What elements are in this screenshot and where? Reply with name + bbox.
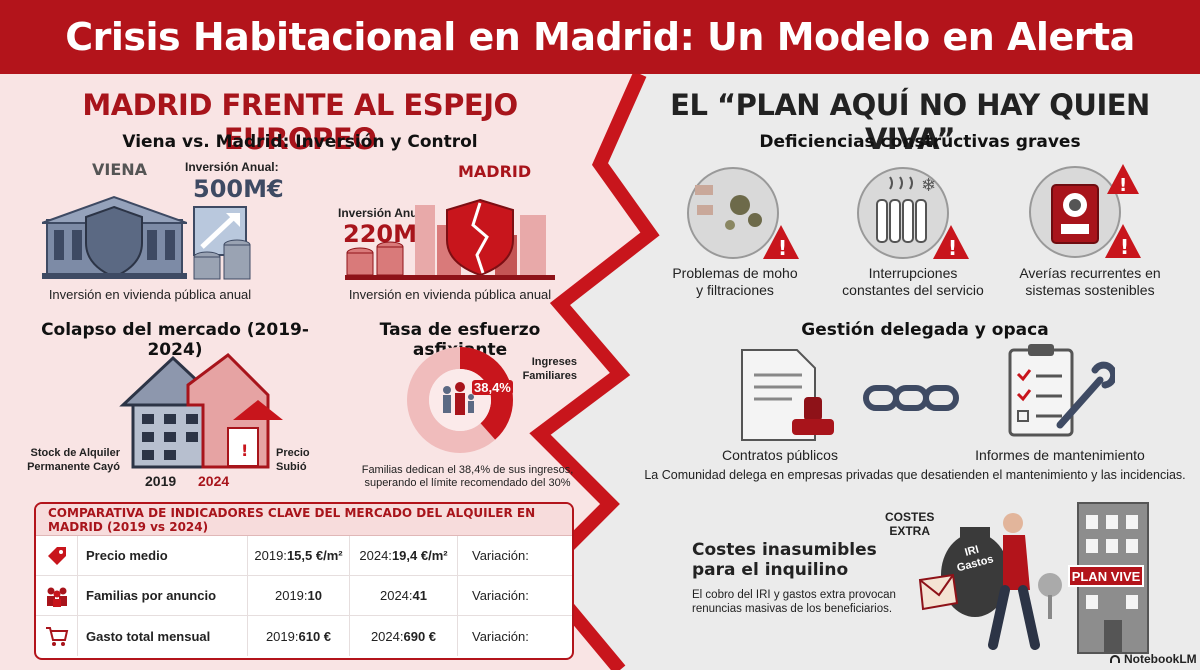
collapse-heading: Colapso del mercado (2019-2024) [41,320,309,360]
table-title: COMPARATIVA DE INDICADORES CLAVE DEL MER… [36,504,572,536]
ring-label: Ingreses Familiares [522,356,577,382]
variation-label: Variación: [472,628,529,644]
value-2019: 2019: 610 € [248,616,350,656]
value-2024: 2024: 690 € [350,616,458,656]
costs-text: El cobro del IRI y gastos extra provocan… [692,589,896,615]
reports-label: Informes de mantenimiento [975,447,1145,463]
svg-text:!: ! [241,441,248,460]
svg-text:!: ! [948,236,957,260]
row-label: Gasto total mensual [78,616,248,656]
page-title: Crisis Habitacional en Madrid: Un Modelo… [65,15,1135,59]
deficiency-caption-systems: Averías recurrentes en sistemas sostenibl… [1019,265,1161,298]
vienna-caption: Inversión en vivienda pública anual [48,287,252,302]
plan-vive-sign: PLAN VIVE [1068,565,1144,587]
effort-percent: 38,4% [472,380,513,395]
table-row: Familias por anuncio 2019: 10 2024: 41 V… [36,576,572,616]
families-icon [36,576,78,615]
tree-icon [1038,573,1062,619]
burdened-tenant-icon [918,513,1040,650]
family-icon [443,382,474,415]
contracts-label: Contratos públicos [722,447,838,463]
maintenance-report-icon [1008,344,1115,437]
variation-label: Variación: [472,588,529,603]
cart-icon [36,616,78,656]
madrid-label: MADRID [458,162,532,181]
value-2024: 2024: 19,4 €/m² [350,536,458,575]
ring-effort-arc [407,347,513,453]
costs-heading: Costes inasumibles para el inquilino [692,540,877,580]
boiler-icon: ! ! [1029,164,1141,259]
vienna-investment-label: Inversión Anual: [185,160,279,174]
madrid-investment-label: Inversión Anual: [338,206,432,220]
madrid-skyline-icon [345,198,555,280]
costs-tag: COSTES EXTRA [885,510,935,538]
mold-icon: ! [687,167,799,260]
value-2019: 2019: 15,5 €/m² [248,536,350,575]
notebooklm-logo-icon [1110,655,1120,663]
deficiency-caption-mold: Problemas de moho y filtraciones [672,265,798,298]
radiator-icon: ❄ ! [857,167,969,260]
year-2024: 2024 [198,473,230,489]
vienna-building-icon [42,195,187,279]
variation-label: Variación: [472,548,529,563]
left-section-title: MADRID FRENTE AL ESPEJO EUROPEO [82,88,518,156]
right-section-title: EL “PLAN AQUÍ NO HAY QUIEN VIVA” [670,88,1150,156]
svg-text:❄: ❄ [921,175,936,196]
svg-text:!: ! [778,236,787,260]
vienna-madrid-heading: Viena vs. Madrid: Inversión y Control [122,132,478,152]
management-heading: Gestión delegada y opaca [801,320,1049,340]
table-row: Precio medio 2019: 15,5 €/m² 2024: 19,4 … [36,536,572,576]
management-caption: La Comunidad delega en empresas privadas… [644,468,1186,482]
contract-icon [741,349,834,441]
value-2019: 2019: 10 [248,576,350,615]
deficiencies-heading: Deficiencias constructivas graves [759,132,1081,152]
title-banner: Crisis Habitacional en Madrid: Un Modelo… [0,0,1200,74]
effort-ring-chart [407,347,513,453]
deficiency-caption-service: Interrupciones constantes del servicio [842,265,984,298]
vienna-coins-icon [193,206,251,280]
houses-icon: ! [119,353,283,469]
effort-caption: Familias dedican el 38,4% de sus ingreso… [361,464,574,489]
row-label: Precio medio [78,536,248,575]
table-row: Gasto total mensual 2019: 610 € 2024: 69… [36,616,572,656]
price-tag-icon [36,536,78,575]
notebooklm-brand: NotebookLM [1110,652,1197,666]
year-2019: 2019 [145,473,177,489]
value-2024: 2024: 41 [350,576,458,615]
row-label: Familias por anuncio [78,576,248,615]
stock-label: Stock de Alquiler Permanente Cayó [27,447,120,473]
vienna-label: VIENA [92,160,148,179]
svg-text:!: ! [1119,175,1127,196]
madrid-caption: Inversión en vivienda pública anual [348,287,552,302]
price-label: Precio Subió [276,447,310,473]
vienna-investment-value: 500M€ [193,175,284,203]
comparison-table: COMPARATIVA DE INDICADORES CLAVE DEL MER… [34,502,574,660]
chain-icon [863,385,959,411]
svg-text:!: ! [1120,235,1129,259]
